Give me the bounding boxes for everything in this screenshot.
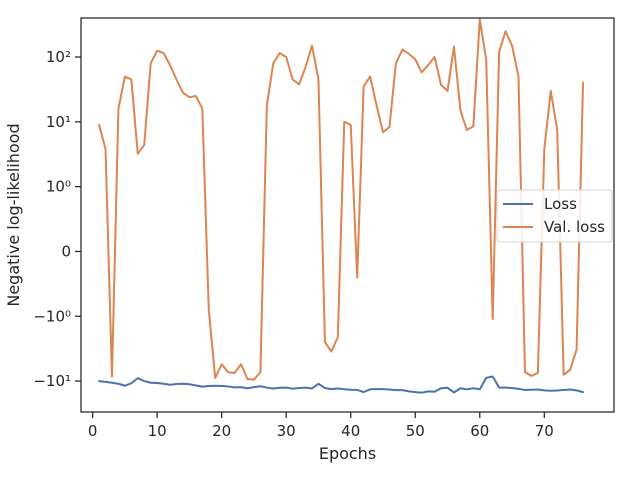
- series-line-loss: [98, 375, 585, 394]
- x-tick-label: 70: [535, 422, 554, 440]
- y-tick-label: −10¹: [33, 372, 71, 390]
- y-tick-label: 10¹: [46, 113, 71, 131]
- y-axis: −10¹ −10⁰ 0 10⁰ 10¹ 10²: [33, 48, 81, 390]
- plot-area: [80, 17, 615, 413]
- x-tick-label: 0: [88, 422, 98, 440]
- x-axis: 0 10 20 30 40 50 60 70: [88, 412, 554, 440]
- legend: Loss Val. loss: [496, 189, 613, 243]
- x-tick-label: 20: [212, 422, 231, 440]
- y-tick-label: −10⁰: [33, 307, 71, 325]
- y-tick-label: 10⁰: [46, 178, 71, 196]
- y-tick-label: 10²: [46, 48, 71, 66]
- x-tick-label: 30: [277, 422, 296, 440]
- y-tick-label: 0: [61, 242, 71, 260]
- legend-label: Loss: [544, 195, 577, 213]
- legend-label: Val. loss: [544, 218, 605, 236]
- x-tick-label: 50: [406, 422, 425, 440]
- x-tick-label: 60: [470, 422, 489, 440]
- x-tick-label: 10: [148, 422, 167, 440]
- plot-frame: [80, 17, 615, 413]
- series-layer: [98, 18, 585, 394]
- series-line-val-loss: [98, 18, 585, 381]
- x-tick-label: 40: [341, 422, 360, 440]
- x-axis-title: Epochs: [319, 444, 376, 463]
- y-axis-title: Negative log-likelihood: [4, 123, 23, 306]
